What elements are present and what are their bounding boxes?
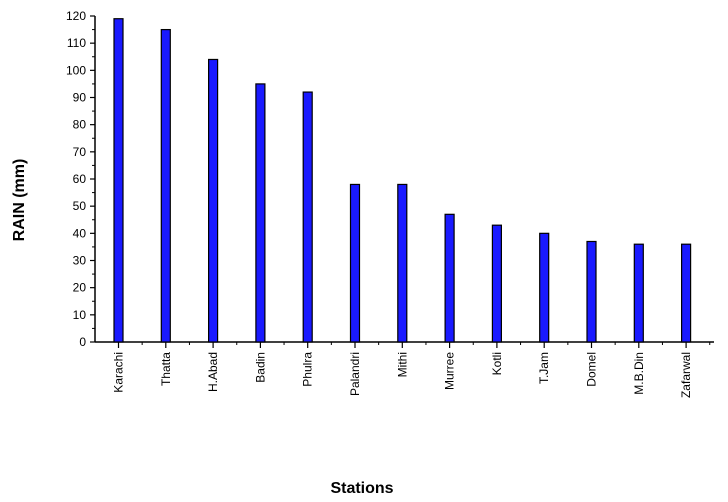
y-axis: 0 10 20 30 40 50 60 70 80 90 100 110 120	[66, 9, 96, 349]
bars-group	[113, 18, 692, 343]
x-tick-label: Kotli	[490, 352, 504, 375]
bar-kotli	[491, 224, 502, 343]
y-axis-title: RAIN (mm)	[11, 159, 28, 242]
x-tick-label: Domel	[585, 352, 599, 387]
x-axis-title: Stations	[330, 480, 393, 497]
x-tick-label: Zafarwal	[679, 352, 693, 398]
x-tick-label: Palandri	[348, 352, 362, 396]
x-tick-label: Murree	[443, 352, 457, 390]
y-tick-label: 10	[73, 308, 87, 322]
x-tick-label: T.Jam	[537, 352, 551, 384]
bar-h-abad	[208, 58, 219, 343]
bar-mithi	[397, 183, 408, 343]
y-tick-label: 20	[73, 281, 87, 295]
y-tick-label: 90	[73, 91, 87, 105]
bar-thatta	[160, 28, 171, 343]
bar-badin	[255, 83, 266, 343]
x-tick-label: Mithi	[395, 352, 409, 377]
x-tick-label: Karachi	[112, 352, 126, 393]
bar-zafarwal	[680, 243, 692, 343]
x-tick-label: Phulra	[301, 352, 315, 387]
bar-m-b-din	[633, 243, 644, 343]
x-tick-label: Thatta	[159, 352, 173, 386]
y-tick-label: 60	[73, 172, 87, 186]
x-axis: Karachi Thatta H.Abad Badin Phulra Palandri Mi…	[95, 341, 714, 398]
bar-domel	[586, 240, 597, 343]
bar-phulra	[302, 91, 313, 343]
y-tick-label: 40	[73, 226, 87, 240]
x-tick-label: Badin	[253, 352, 267, 383]
x-tick-label: M.B.Din	[632, 352, 646, 395]
bar-t-jam	[539, 232, 550, 343]
y-tick-label: 120	[66, 9, 86, 23]
y-tick-label: 70	[73, 145, 87, 159]
x-tick-label: H.Abad	[206, 352, 220, 392]
bar-murree	[444, 213, 455, 343]
bar-palandri	[349, 183, 361, 343]
y-tick-label: 80	[73, 118, 87, 132]
y-tick-label: 0	[79, 335, 86, 349]
bar-karachi	[113, 18, 124, 343]
y-tick-label: 110	[67, 36, 86, 50]
y-tick-label: 100	[66, 63, 86, 77]
y-tick-label: 30	[73, 254, 87, 268]
y-tick-label: 50	[73, 199, 87, 213]
